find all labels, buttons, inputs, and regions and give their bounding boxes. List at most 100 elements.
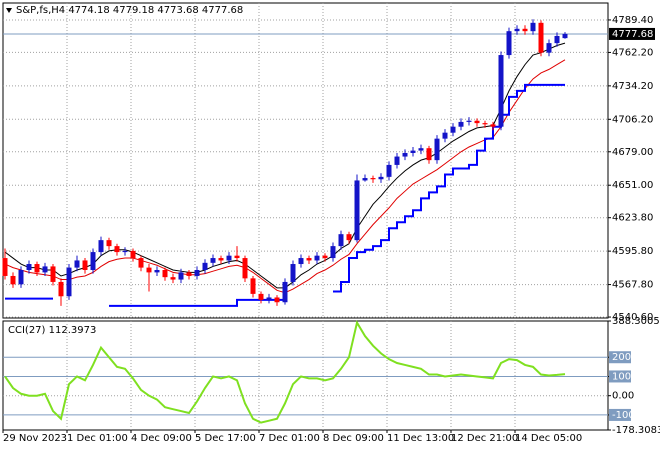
candle-body <box>442 132 448 139</box>
candle-body <box>50 266 56 282</box>
y2-tick-label: 100 <box>612 371 631 382</box>
tick-label-bg <box>609 351 631 364</box>
candle-body <box>338 234 344 247</box>
menu-triangle <box>6 8 12 13</box>
tick-label-bg <box>609 370 631 383</box>
candle-body <box>370 178 376 180</box>
candle-body <box>562 33 568 39</box>
candle-body <box>146 267 152 273</box>
candle-body <box>218 258 224 261</box>
price-panel <box>2 2 609 319</box>
candle-body <box>194 269 200 276</box>
x-tick-label: 7 Dec 01:00 <box>259 433 320 444</box>
candle-body <box>458 121 464 127</box>
candle-body <box>74 260 80 268</box>
cci-line <box>4 319 566 424</box>
candle-body <box>42 266 48 273</box>
y-tick-label: 4762.20 <box>612 47 653 58</box>
candle-body <box>514 28 520 32</box>
candle-body <box>242 258 248 279</box>
price-tag-bg <box>609 27 655 40</box>
candle-body <box>322 255 328 259</box>
candle-body <box>394 156 400 165</box>
x-tick-label: 29 Nov 2023 <box>3 433 67 444</box>
cci-panel <box>2 320 609 431</box>
candle-body <box>90 252 96 270</box>
candle-body <box>250 278 256 294</box>
candle-body <box>426 148 432 161</box>
candle-body <box>522 28 528 32</box>
candle-body <box>18 269 24 285</box>
x-tick-label: 12 Dec 21:00 <box>451 433 518 444</box>
candle-body <box>226 255 232 261</box>
chart-title: S&P,fs,H4 4774.18 4779.18 4773.68 4777.6… <box>16 5 243 16</box>
candle-body <box>354 180 360 241</box>
x-tick-label: 8 Dec 09:00 <box>323 433 384 444</box>
y2-tick-label: -178.3083 <box>612 425 660 436</box>
candle-body <box>26 264 32 270</box>
candle-body <box>306 258 312 261</box>
candle-body <box>282 281 288 303</box>
candle-body <box>506 31 512 56</box>
candle-body <box>410 150 416 153</box>
cci-label: CCI(27) 112.3973 <box>8 325 96 336</box>
candle-body <box>170 277 176 280</box>
candle-body <box>330 246 336 259</box>
x-tick-label: 5 Dec 17:00 <box>195 433 256 444</box>
candle-body <box>186 272 192 276</box>
y-tick-label: 4706.20 <box>612 114 653 125</box>
candle-body <box>34 264 40 273</box>
candle-body <box>490 124 496 127</box>
y2-tick-label: -100 <box>612 410 635 421</box>
x-tick-label: 1 Dec 01:00 <box>67 433 128 444</box>
x-tick-label: 11 Dec 13:00 <box>387 433 454 444</box>
candle-body <box>298 258 304 265</box>
candle-body <box>530 22 536 32</box>
y2-tick-label: 0.00 <box>612 391 634 402</box>
candle-body <box>122 250 128 253</box>
y-tick-label: 4651.00 <box>612 180 653 191</box>
y2-tick-label: 388.3005 <box>612 316 660 327</box>
plot-layer <box>2 3 608 430</box>
candle-body <box>210 258 216 263</box>
candle-body <box>482 123 488 125</box>
candle-body <box>178 272 184 280</box>
candle-body <box>538 22 544 53</box>
y-tick-label: 4623.80 <box>612 213 653 224</box>
candle-body <box>402 152 408 157</box>
candle-body <box>274 297 280 303</box>
y2-tick-label: 200 <box>612 352 631 363</box>
y-tick-label: 4679.00 <box>612 147 653 158</box>
candle-body <box>234 255 240 259</box>
candle-body <box>498 55 504 127</box>
candle-body <box>554 35 560 44</box>
candle-body <box>162 269 168 278</box>
candle-body <box>450 126 456 133</box>
y-tick-label: 4789.40 <box>612 15 653 26</box>
candle-body <box>2 258 8 276</box>
indicator-line <box>109 298 285 307</box>
candle-body <box>466 120 472 122</box>
candle-body <box>82 260 88 270</box>
candle-body <box>10 275 16 285</box>
candle-body <box>314 255 320 261</box>
candle-body <box>130 250 136 259</box>
candle-body <box>362 178 368 181</box>
candle-body <box>266 297 272 300</box>
candle-body <box>98 240 104 253</box>
candle-body <box>378 176 384 180</box>
candle-body <box>546 43 552 53</box>
indicator-line <box>333 83 565 293</box>
candle-body <box>474 120 480 124</box>
candle-body <box>202 262 208 270</box>
candle-body <box>258 293 264 300</box>
candle-body <box>66 267 72 297</box>
y-tick-label: 4540.60 <box>612 312 653 323</box>
candle-body <box>58 281 64 297</box>
y-tick-label: 4567.80 <box>612 280 653 291</box>
candle-body <box>346 234 352 241</box>
candle-body <box>290 264 296 282</box>
price-tag: 4777.68 <box>612 29 653 40</box>
y-tick-label: 4595.80 <box>612 246 653 257</box>
